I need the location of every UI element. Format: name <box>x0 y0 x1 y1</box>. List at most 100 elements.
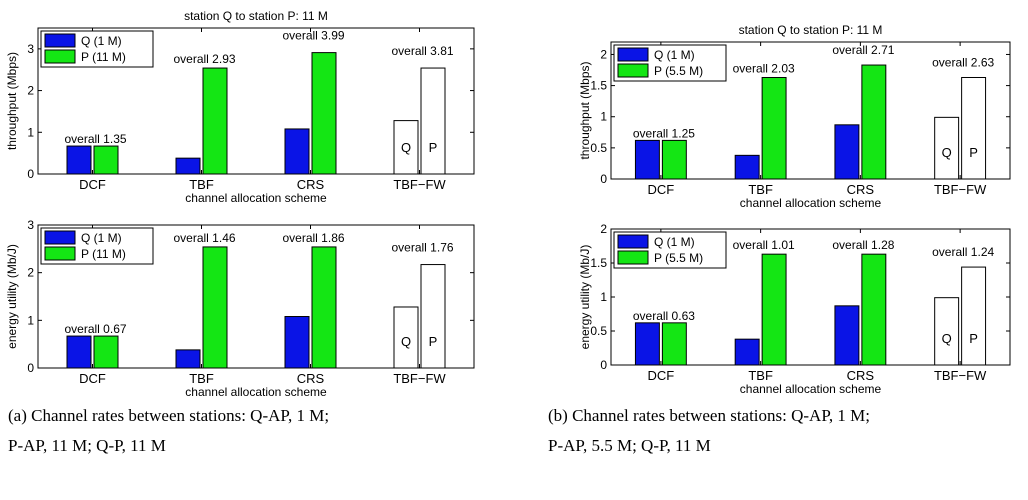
legend-swatch-q <box>617 234 649 249</box>
x-tick-label: TBF−FW <box>393 177 446 192</box>
chart-panel-4: 0 0.5 1 1.5 2 energy utility (Mb/J) DCF overall… <box>578 222 1011 396</box>
overall-annotation: overall 1.28 <box>832 238 894 252</box>
legend-swatch-p <box>44 49 76 64</box>
legend-swatch-q <box>617 47 649 62</box>
overall-annotation: overall 1.86 <box>283 231 345 245</box>
bar-p <box>420 264 446 369</box>
bar-q <box>734 338 760 366</box>
y-tick-label: 1 <box>27 125 34 139</box>
legend: Q (1 M) P (11 M) <box>40 30 154 68</box>
y-tick-label: 1 <box>27 313 34 327</box>
x-tick-label: DCF <box>648 368 675 383</box>
chart-panel-2: 0 1 2 3 energy utility (Mb/J) DCF overall 0.67… <box>5 218 475 399</box>
bar-label-q: Q <box>942 145 952 160</box>
bar-q <box>634 139 660 180</box>
bar-label-p: P <box>969 331 978 346</box>
bar-p <box>93 145 119 175</box>
chart-title: station Q to station P: 11 M <box>184 9 328 23</box>
bar-label-p: P <box>429 140 438 155</box>
bar-p <box>202 246 228 369</box>
chart-panel-3: station Q to station P: 11 M 0 0.5 1 1.5 2 thr… <box>578 23 1011 210</box>
bar-p <box>761 76 787 180</box>
y-axis-label: throughput (Mbps) <box>5 52 19 150</box>
bar-p <box>311 52 337 175</box>
y-tick-label: 0.5 <box>590 141 607 155</box>
y-tick-label: 2 <box>27 266 34 280</box>
bar-q <box>175 157 201 175</box>
bar-p <box>661 322 687 366</box>
y-tick-label: 0 <box>27 167 34 181</box>
overall-annotation: overall 1.01 <box>733 238 795 252</box>
legend-swatch-p <box>617 63 649 78</box>
axes-frame <box>37 224 475 369</box>
bar-q <box>934 297 960 366</box>
bar-q <box>66 145 92 175</box>
bar-label-q: Q <box>401 334 411 349</box>
x-tick-label: DCF <box>648 182 675 197</box>
legend: Q (1 M) P (11 M) <box>40 227 154 265</box>
bar-label-q: Q <box>401 140 411 155</box>
bar-q <box>634 322 660 366</box>
bar-p <box>93 335 119 369</box>
overall-annotation: overall 1.35 <box>65 132 127 146</box>
y-tick-label: 0 <box>600 172 607 186</box>
bar-p <box>861 64 887 180</box>
overall-annotation: overall 1.24 <box>932 245 994 259</box>
x-tick-label: TBF−FW <box>393 371 446 386</box>
y-tick-label: 3 <box>27 218 34 232</box>
legend-entry: P (5.5 M) <box>654 251 703 265</box>
bar-q <box>934 116 960 180</box>
legend-entry: Q (1 M) <box>81 231 122 245</box>
y-tick-label: 0.5 <box>590 324 607 338</box>
overall-annotation: overall 2.63 <box>932 55 994 69</box>
legend-swatch-q <box>44 33 76 48</box>
x-tick-label: TBF−FW <box>934 182 987 197</box>
bar-p <box>961 266 987 366</box>
bar-q <box>393 120 419 175</box>
y-axis-label: energy utility (Mb/J) <box>5 244 19 349</box>
y-axis-label: throughput (Mbps) <box>578 61 592 159</box>
caption-b-line2: P-AP, 5.5 M; Q-P, 11 M <box>548 436 711 455</box>
x-tick-label: CRS <box>297 177 325 192</box>
y-tick-label: 0 <box>27 361 34 375</box>
y-tick-label: 2 <box>600 222 607 236</box>
overall-annotation: overall 3.81 <box>392 44 454 58</box>
caption-b: (b) Channel rates between stations: Q-AP… <box>548 401 1018 461</box>
y-tick-label: 1.5 <box>590 256 607 270</box>
bar-p <box>202 67 228 175</box>
x-axis-label: channel allocation scheme <box>185 385 327 399</box>
caption-a-line2: P-AP, 11 M; Q-P, 11 M <box>8 436 166 455</box>
bar-p <box>420 67 446 175</box>
legend-swatch-q <box>44 230 76 245</box>
x-tick-label: CRS <box>847 182 875 197</box>
legend: Q (1 M) P (5.5 M) <box>613 44 727 82</box>
x-tick-label: DCF <box>79 177 106 192</box>
bar-label-p: P <box>429 334 438 349</box>
overall-annotation: overall 1.46 <box>174 231 236 245</box>
bar-p <box>761 253 787 366</box>
x-tick-label: CRS <box>847 368 875 383</box>
y-tick-label: 2 <box>27 84 34 98</box>
legend-entry: Q (1 M) <box>654 235 695 249</box>
y-axis-label: energy utility (Mb/J) <box>578 245 592 350</box>
bar-p <box>861 253 887 366</box>
x-axis-label: channel allocation scheme <box>740 382 882 396</box>
x-tick-label: TBF <box>189 177 214 192</box>
overall-annotation: overall 0.63 <box>633 309 695 323</box>
y-tick-label: 1.5 <box>590 79 607 93</box>
legend-entry: P (5.5 M) <box>654 64 703 78</box>
bar-q <box>834 305 860 366</box>
caption-a-line1: (a) Channel rates between stations: Q-AP… <box>8 406 330 425</box>
overall-annotation: overall 2.93 <box>174 52 236 66</box>
x-tick-label: TBF <box>189 371 214 386</box>
overall-annotation: overall 0.67 <box>65 322 127 336</box>
axes-frame <box>610 41 1011 180</box>
bar-q <box>66 335 92 369</box>
figure-canvas: station Q to station P: 11 M 0 1 2 3 throughp… <box>5 9 1011 399</box>
bar-p <box>661 139 687 180</box>
overall-annotation: overall 2.03 <box>733 61 795 75</box>
chart-title: station Q to station P: 11 M <box>739 23 883 37</box>
y-tick-label: 1 <box>600 290 607 304</box>
caption-a: (a) Channel rates between stations: Q-AP… <box>8 401 478 461</box>
bar-label-q: Q <box>942 331 952 346</box>
